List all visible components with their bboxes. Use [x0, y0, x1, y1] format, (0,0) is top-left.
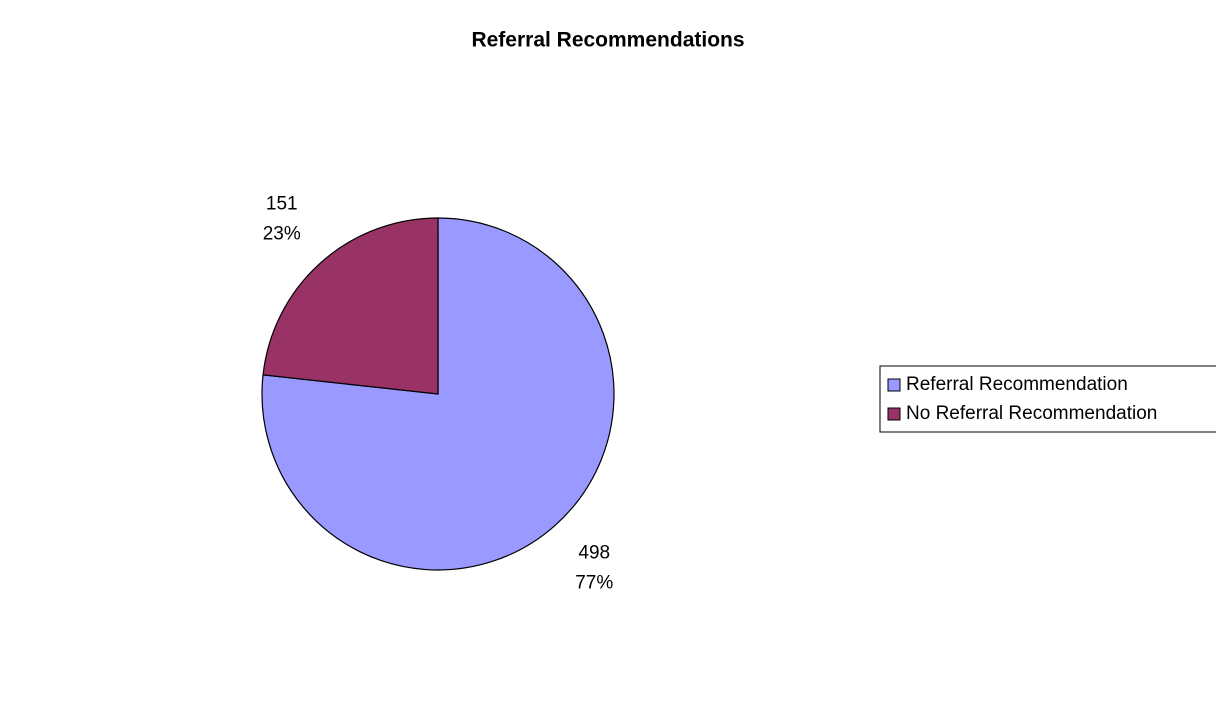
- data-label: 498: [578, 542, 610, 563]
- percent-label: 23%: [263, 224, 301, 245]
- legend-label: No Referral Recommendation: [906, 403, 1157, 424]
- legend-swatch: [887, 407, 901, 421]
- percent-label: 77%: [575, 572, 613, 593]
- legend-swatch: [887, 378, 901, 392]
- pie-slice: [262, 217, 439, 395]
- data-label: 151: [266, 194, 298, 215]
- legend-label: Referral Recommendation: [906, 374, 1128, 395]
- chart-title: Referral Recommendations: [471, 29, 744, 52]
- legend-box: [879, 365, 1216, 433]
